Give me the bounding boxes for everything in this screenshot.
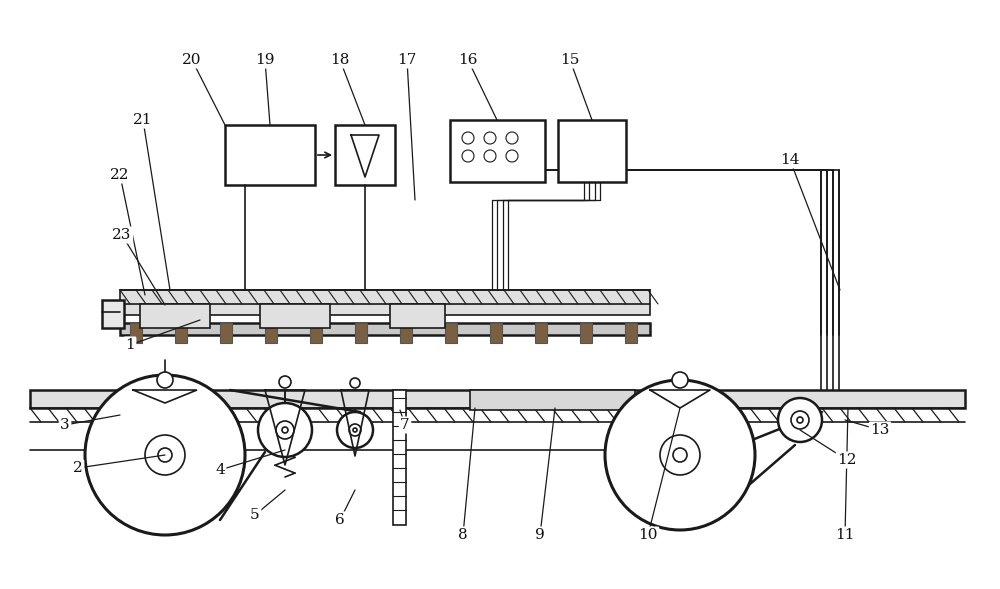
Bar (490, 323, 502, 343)
Text: 11: 11 (835, 528, 855, 542)
Circle shape (85, 375, 245, 535)
Circle shape (158, 448, 172, 462)
Bar (120, 290, 650, 315)
Circle shape (484, 150, 496, 162)
Bar (30, 390, 965, 408)
Circle shape (484, 132, 496, 144)
Circle shape (279, 376, 291, 388)
Bar (265, 323, 277, 343)
Text: 13: 13 (870, 423, 890, 437)
Bar (445, 323, 457, 343)
Circle shape (778, 398, 822, 442)
Circle shape (605, 380, 755, 530)
Circle shape (462, 132, 474, 144)
Text: 8: 8 (458, 528, 468, 542)
Bar (580, 323, 592, 343)
Text: 15: 15 (560, 53, 580, 67)
Text: 12: 12 (837, 453, 857, 467)
Circle shape (673, 448, 687, 462)
Bar (260, 304, 330, 328)
Circle shape (349, 424, 361, 436)
Bar (130, 323, 142, 343)
Text: 6: 6 (335, 513, 345, 527)
Bar (335, 125, 395, 185)
Circle shape (506, 132, 518, 144)
Circle shape (282, 427, 288, 433)
Text: 17: 17 (397, 53, 417, 67)
Circle shape (157, 372, 173, 388)
Text: 21: 21 (133, 113, 153, 127)
Circle shape (353, 428, 357, 432)
Text: 1: 1 (125, 338, 135, 352)
Circle shape (462, 150, 474, 162)
Circle shape (660, 435, 700, 475)
Text: 14: 14 (780, 153, 800, 167)
Circle shape (672, 372, 688, 388)
Text: 4: 4 (215, 463, 225, 477)
Bar (390, 304, 445, 328)
Bar (140, 304, 210, 328)
Circle shape (350, 378, 360, 388)
Bar (175, 323, 187, 343)
Text: 10: 10 (638, 528, 658, 542)
Bar (225, 125, 315, 185)
Text: 5: 5 (250, 508, 260, 522)
Bar (470, 390, 635, 410)
Circle shape (791, 411, 809, 429)
Bar (535, 323, 547, 343)
Bar (102, 300, 124, 328)
Text: 7: 7 (400, 418, 410, 432)
Bar (558, 120, 626, 182)
Circle shape (797, 417, 803, 423)
Bar (450, 120, 545, 182)
Text: 3: 3 (60, 418, 70, 432)
Circle shape (258, 403, 312, 457)
Text: 19: 19 (255, 53, 275, 67)
Bar (393, 390, 406, 525)
Bar (220, 323, 232, 343)
Bar (355, 323, 367, 343)
Bar (310, 323, 322, 343)
Text: 16: 16 (458, 53, 478, 67)
Bar (120, 323, 650, 335)
Circle shape (276, 421, 294, 439)
Bar (400, 323, 412, 343)
Text: 9: 9 (535, 528, 545, 542)
Bar (625, 323, 637, 343)
Circle shape (337, 412, 373, 448)
Text: 22: 22 (110, 168, 130, 182)
Text: 2: 2 (73, 461, 83, 475)
Text: 18: 18 (330, 53, 350, 67)
Circle shape (145, 435, 185, 475)
Circle shape (506, 150, 518, 162)
Text: 20: 20 (182, 53, 202, 67)
Text: 23: 23 (112, 228, 132, 242)
